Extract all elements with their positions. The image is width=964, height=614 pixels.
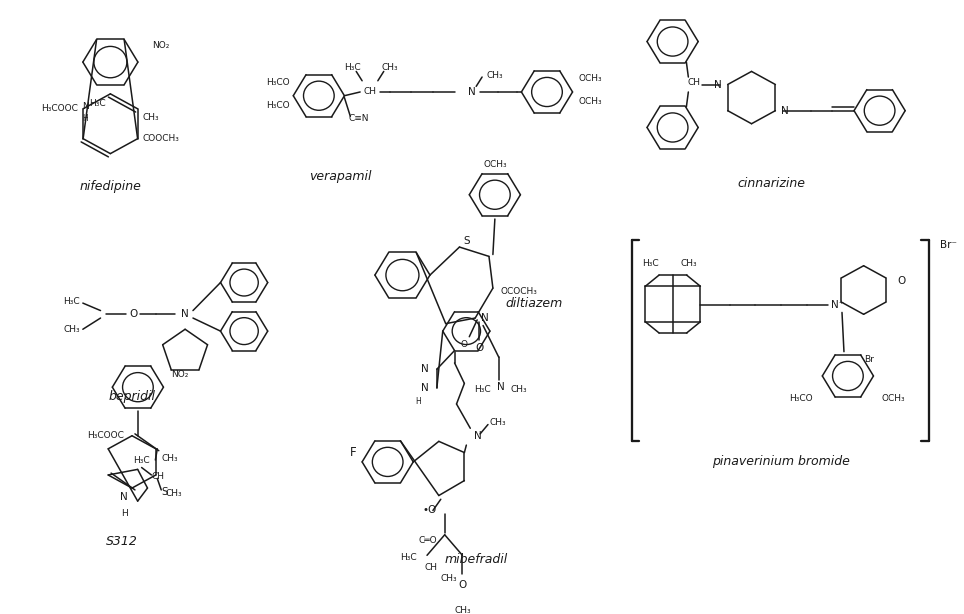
Text: O: O bbox=[458, 580, 467, 589]
Text: N: N bbox=[714, 79, 722, 90]
Text: N: N bbox=[781, 106, 789, 115]
Text: cinnarizine: cinnarizine bbox=[737, 177, 805, 190]
Text: N: N bbox=[496, 382, 504, 392]
Text: CH: CH bbox=[424, 563, 438, 572]
Text: H₃CO: H₃CO bbox=[789, 394, 813, 403]
Text: C═O: C═O bbox=[418, 536, 437, 545]
Text: bepridil: bepridil bbox=[109, 390, 155, 403]
Text: O: O bbox=[130, 309, 138, 319]
Text: N: N bbox=[181, 309, 189, 319]
Text: mibefradil: mibefradil bbox=[444, 553, 508, 565]
Text: CH: CH bbox=[687, 78, 701, 87]
Text: N⁺: N⁺ bbox=[831, 300, 844, 310]
Text: N: N bbox=[469, 87, 476, 97]
Text: H₃C: H₃C bbox=[89, 98, 105, 107]
Text: NO₂: NO₂ bbox=[151, 41, 169, 50]
Text: H: H bbox=[415, 397, 421, 406]
Text: N: N bbox=[421, 364, 429, 374]
Text: CH₃: CH₃ bbox=[454, 606, 470, 614]
Text: H₃C: H₃C bbox=[133, 456, 150, 465]
Text: Br: Br bbox=[864, 355, 873, 363]
Text: OCH₃: OCH₃ bbox=[578, 97, 602, 106]
Text: H₃COOC: H₃COOC bbox=[41, 104, 78, 114]
Text: O: O bbox=[475, 343, 483, 353]
Text: F: F bbox=[350, 446, 357, 459]
Text: CH₃: CH₃ bbox=[64, 325, 80, 334]
Text: H₃C: H₃C bbox=[642, 259, 659, 268]
Text: H₃C: H₃C bbox=[401, 553, 417, 562]
Text: S: S bbox=[464, 236, 470, 246]
Text: S312: S312 bbox=[106, 535, 138, 548]
Text: H₃COOC: H₃COOC bbox=[88, 431, 124, 440]
Text: N: N bbox=[421, 383, 429, 393]
Text: •O: •O bbox=[422, 505, 437, 516]
Text: CH₃: CH₃ bbox=[441, 574, 457, 583]
Text: CH₃: CH₃ bbox=[161, 454, 178, 463]
Text: OCH₃: OCH₃ bbox=[483, 160, 507, 169]
Text: O: O bbox=[461, 340, 468, 349]
Text: CH: CH bbox=[363, 87, 377, 96]
Text: OCH₃: OCH₃ bbox=[881, 394, 905, 403]
Text: C≡N: C≡N bbox=[348, 114, 369, 123]
Text: H₃C: H₃C bbox=[64, 297, 80, 306]
Text: OCOCH₃: OCOCH₃ bbox=[500, 287, 538, 297]
Text: S: S bbox=[161, 487, 168, 497]
Text: COOCH₃: COOCH₃ bbox=[143, 134, 179, 143]
Text: CH₃: CH₃ bbox=[681, 259, 697, 268]
Text: verapamil: verapamil bbox=[309, 171, 371, 184]
Text: CH₃: CH₃ bbox=[490, 418, 506, 427]
Text: diltiazem: diltiazem bbox=[506, 297, 563, 309]
Text: CH₃: CH₃ bbox=[143, 114, 159, 122]
Text: H: H bbox=[82, 114, 88, 123]
Text: pinaverinium bromide: pinaverinium bromide bbox=[712, 456, 850, 468]
Text: CH₃: CH₃ bbox=[382, 63, 398, 72]
Text: NO₂: NO₂ bbox=[172, 370, 189, 379]
Text: N: N bbox=[474, 431, 482, 441]
Text: Br⁻: Br⁻ bbox=[940, 240, 957, 250]
Text: H₃CO: H₃CO bbox=[266, 78, 289, 87]
Text: N: N bbox=[82, 103, 89, 111]
Text: OCH₃: OCH₃ bbox=[578, 74, 602, 84]
Text: nifedipine: nifedipine bbox=[79, 180, 142, 193]
Text: H₃CO: H₃CO bbox=[266, 101, 289, 109]
Text: CH₃: CH₃ bbox=[165, 489, 182, 498]
Text: H: H bbox=[120, 508, 127, 518]
Text: N: N bbox=[481, 313, 489, 323]
Text: N: N bbox=[120, 492, 128, 502]
Text: CH₃: CH₃ bbox=[511, 384, 527, 394]
Text: H₃C: H₃C bbox=[344, 63, 361, 72]
Text: H₃C: H₃C bbox=[474, 384, 491, 394]
Text: CH: CH bbox=[151, 472, 165, 481]
Text: CH₃: CH₃ bbox=[486, 71, 502, 80]
Text: O: O bbox=[897, 276, 905, 286]
